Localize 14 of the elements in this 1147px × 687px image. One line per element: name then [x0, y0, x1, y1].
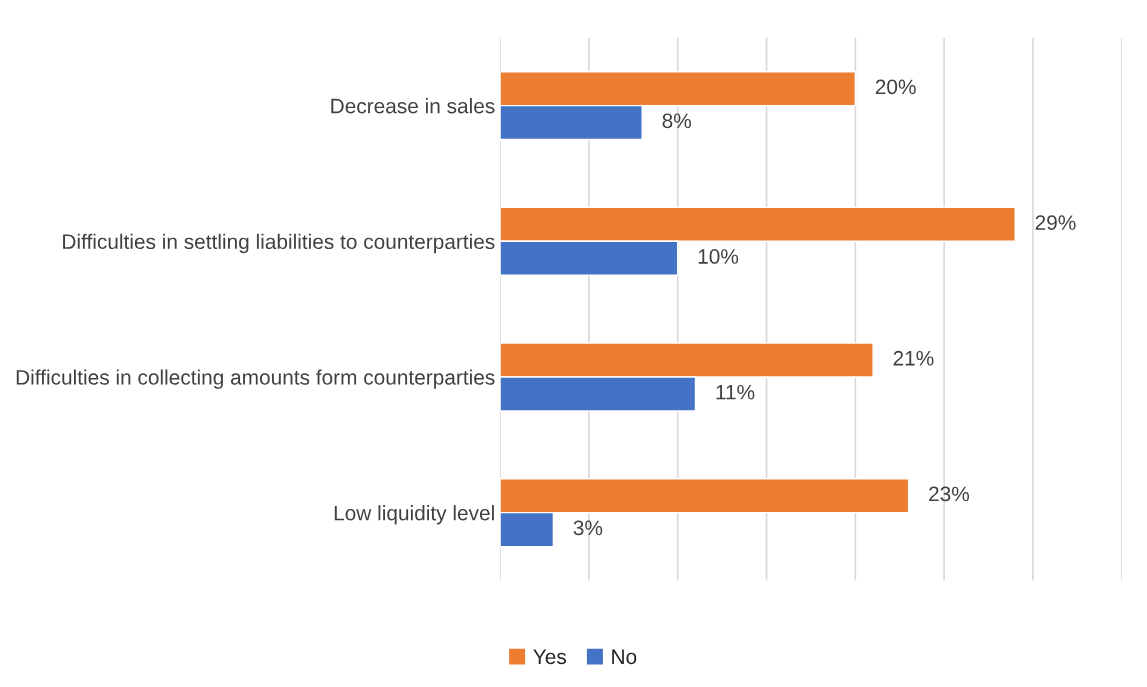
data-label: 20% — [875, 79, 916, 95]
y-tick-label: Difficulties in settling liabilities to counterparties — [63, 233, 495, 254]
data-label: 10% — [698, 249, 739, 264]
data-label: 21% — [893, 350, 934, 366]
data-label: 8% — [662, 113, 691, 129]
y-tick-label: Decrease in sales — [331, 98, 495, 114]
data-label: 23% — [929, 486, 970, 502]
data-label: 11% — [716, 384, 755, 400]
data-label: 3% — [573, 520, 603, 536]
y-tick-label: Difficulties in collecting amounts form counterparties — [16, 369, 495, 389]
legend-label: No — [612, 649, 637, 665]
data-label: 29% — [1035, 215, 1076, 230]
legend-label: Yes — [533, 649, 567, 665]
y-tick-label: Low liquidity level — [334, 505, 494, 525]
